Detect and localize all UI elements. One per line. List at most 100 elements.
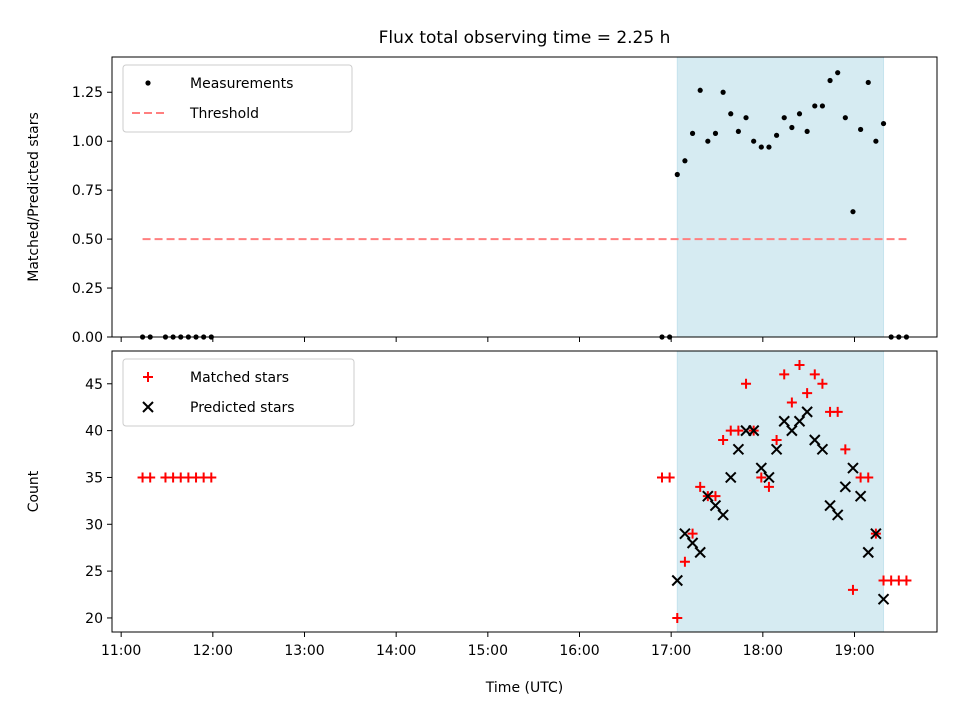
predicted-stars-point bbox=[709, 499, 722, 512]
y-tick-label: 1.25 bbox=[72, 85, 103, 101]
predicted-stars-point bbox=[831, 509, 844, 521]
matched-stars-point bbox=[687, 528, 698, 539]
legend-predicted-swatch bbox=[142, 401, 154, 413]
measurement-point bbox=[697, 87, 703, 93]
y-tick-label: 25 bbox=[85, 564, 103, 580]
predicted-stars-point bbox=[847, 462, 859, 474]
measurement-point bbox=[819, 103, 826, 109]
measurement-point bbox=[705, 138, 711, 144]
measurement-point bbox=[812, 103, 818, 109]
matched-stars-point bbox=[741, 378, 752, 389]
matched-stars-point bbox=[809, 369, 820, 380]
bottom-panel: 11:00 12:00 13:00 14:00 15:00 16:00 17:00 18:00… bbox=[26, 350, 938, 696]
measurement-point bbox=[858, 126, 864, 133]
predicted-stars-point bbox=[755, 462, 768, 474]
measurement-point bbox=[865, 79, 871, 86]
legend-label: Threshold bbox=[189, 106, 259, 122]
measurement-point bbox=[873, 138, 879, 144]
x-tick-label: 15:00 bbox=[468, 643, 508, 659]
matched-stars-point bbox=[695, 481, 706, 492]
measurement-point bbox=[766, 144, 772, 150]
measurement-point bbox=[712, 130, 719, 136]
matched-stars-point bbox=[786, 397, 797, 408]
matched-stars-point bbox=[710, 491, 721, 502]
predicted-stars-point bbox=[854, 490, 867, 502]
measurement-point bbox=[796, 111, 803, 117]
measurement-point bbox=[743, 115, 749, 121]
y-axis-label: Matched/Predicted stars bbox=[26, 112, 42, 282]
plot-frame bbox=[111, 56, 938, 338]
matched-stars-point bbox=[672, 612, 683, 623]
measurement-point bbox=[689, 130, 696, 136]
predicted-stars-point bbox=[862, 546, 874, 559]
predicted-stars-point bbox=[801, 406, 813, 418]
measurement-point bbox=[720, 89, 726, 95]
predicted-stars-point bbox=[717, 509, 729, 521]
legend-label: Predicted stars bbox=[190, 400, 295, 416]
matched-stars-point bbox=[206, 472, 217, 483]
y-axis-label: Count bbox=[26, 470, 42, 512]
legend-box bbox=[122, 64, 353, 133]
x-tick-label: 13:00 bbox=[284, 643, 324, 659]
matched-stars-point bbox=[840, 444, 851, 455]
measurement-point bbox=[674, 171, 680, 178]
measurement-point bbox=[758, 144, 764, 150]
predicted-stars-point bbox=[732, 443, 745, 456]
matched-stars-point bbox=[847, 584, 858, 595]
predicted-stars-point bbox=[877, 593, 890, 605]
predicted-stars-point bbox=[793, 415, 806, 427]
legend-label: Matched stars bbox=[190, 370, 289, 386]
x-tick-label: 14:00 bbox=[376, 643, 416, 659]
matched-stars-point bbox=[832, 406, 843, 417]
measurement-point bbox=[789, 124, 795, 131]
measurement-point bbox=[880, 120, 887, 127]
measurement-point bbox=[835, 70, 841, 76]
x-tick-label: 18:00 bbox=[743, 643, 783, 659]
measurement-point bbox=[804, 128, 810, 135]
predicted-stars-point bbox=[816, 443, 829, 456]
matched-stars-point bbox=[664, 472, 675, 483]
predicted-stars-point bbox=[824, 499, 836, 512]
predicted-stars-point bbox=[809, 434, 821, 446]
predicted-stars-point bbox=[679, 527, 691, 540]
measurement-point bbox=[842, 115, 848, 121]
y-tick-label: 1.00 bbox=[72, 134, 103, 150]
predicted-stars-point bbox=[702, 490, 714, 502]
measurement-point bbox=[728, 111, 734, 117]
predicted-stars-point bbox=[671, 574, 683, 587]
measurement-point bbox=[827, 77, 833, 84]
matched-stars-point bbox=[802, 388, 813, 399]
matched-stars-point bbox=[718, 434, 729, 445]
matched-stars-point bbox=[794, 360, 805, 371]
legend: Measurements Threshold bbox=[122, 64, 353, 133]
legend-box bbox=[122, 358, 355, 427]
x-tick-label: 16:00 bbox=[559, 643, 599, 659]
matched-stars-point bbox=[771, 434, 782, 445]
matched-stars-point bbox=[733, 425, 744, 436]
x-tick-label: 17:00 bbox=[651, 643, 691, 659]
predicted-stars-point bbox=[725, 471, 737, 484]
legend-matched-swatch bbox=[143, 372, 153, 382]
y-tick-label: 0.00 bbox=[72, 330, 103, 346]
measurement-point bbox=[850, 209, 856, 215]
matched-stars-point bbox=[679, 556, 690, 567]
predicted-stars-point bbox=[778, 415, 790, 427]
legend-label: Measurements bbox=[190, 76, 293, 92]
predicted-stars-point bbox=[763, 471, 775, 484]
x-tick-label: 11:00 bbox=[101, 643, 141, 659]
measurement-point bbox=[781, 115, 787, 121]
predicted-stars-point bbox=[686, 537, 699, 549]
matched-stars-point bbox=[863, 472, 874, 483]
y-tick-label: 20 bbox=[85, 611, 103, 627]
matched-stars-point bbox=[901, 575, 912, 586]
matched-stars-point bbox=[145, 472, 156, 483]
predicted-stars-point bbox=[694, 546, 706, 559]
top-panel: Flux total observing time = 2.25 h 0.00 0.… bbox=[26, 28, 938, 346]
x-tick-label: 19:00 bbox=[834, 643, 874, 659]
x-tick-label: 12:00 bbox=[193, 643, 233, 659]
measurement-point bbox=[773, 132, 780, 138]
series-predicted-stars bbox=[671, 406, 890, 605]
legend: Matched stars Predicted stars bbox=[122, 358, 355, 427]
predicted-stars-point bbox=[770, 443, 783, 456]
legend-measurements-swatch bbox=[145, 80, 151, 86]
